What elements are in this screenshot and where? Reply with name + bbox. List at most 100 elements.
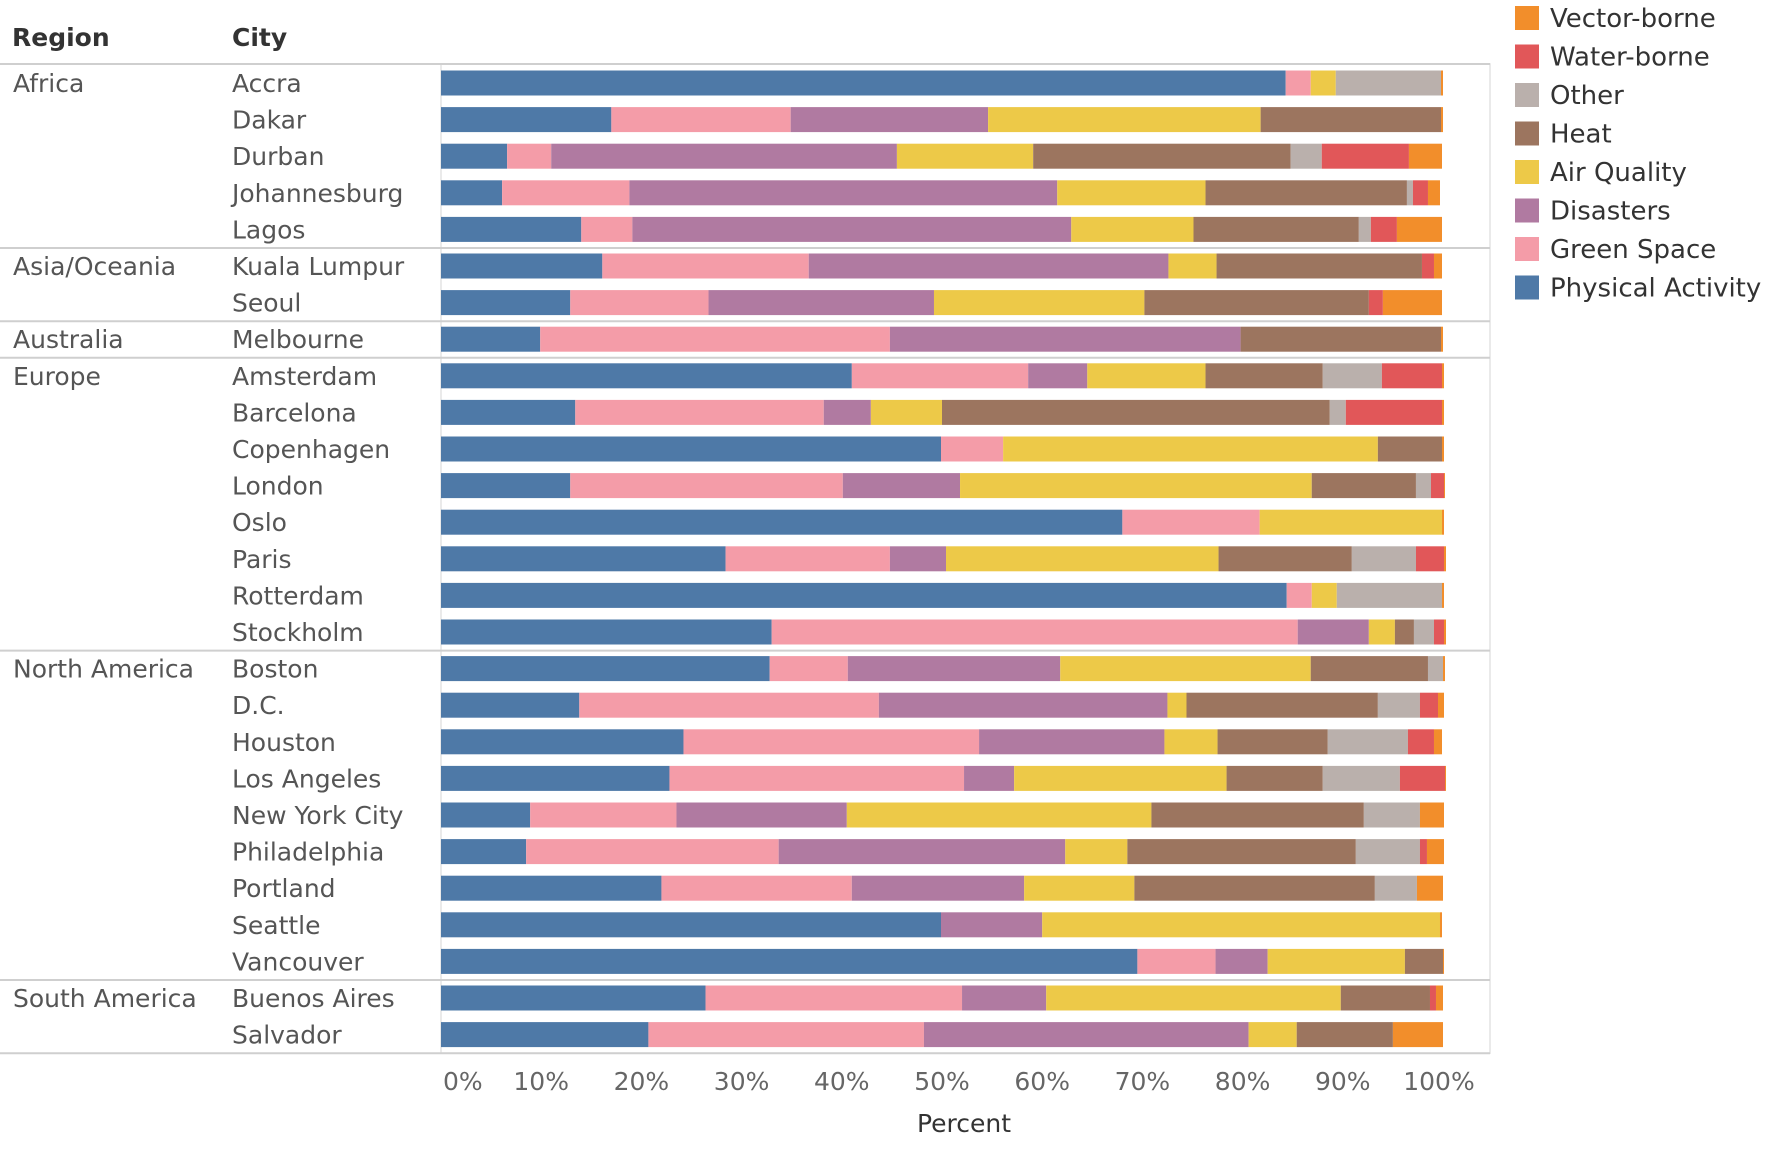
bar-segment [1321, 143, 1409, 169]
bar-segment [942, 399, 1330, 425]
bar-segment [1144, 290, 1369, 316]
bar-segment [579, 692, 879, 718]
region-label: Asia/Oceania [13, 252, 176, 281]
bar-segment [1127, 839, 1356, 865]
row-separators [0, 63, 1490, 1055]
city-label: Los Angeles [232, 764, 381, 793]
legend-swatch [1515, 6, 1539, 30]
bar-segment [778, 839, 1066, 865]
bar-segment [1381, 363, 1442, 389]
bar-segment [1382, 290, 1442, 316]
bar-segment [1134, 875, 1375, 901]
bar-segment [964, 765, 1015, 791]
bar-segment [1441, 70, 1443, 96]
bar-segment [1442, 363, 1444, 389]
bar-segment [441, 948, 1138, 974]
legend-label: Vector-borne [1550, 4, 1716, 34]
bar-segment [1413, 619, 1434, 645]
bar-segment [1327, 729, 1408, 755]
bar-segment [1416, 875, 1443, 901]
bar-segment [846, 802, 1152, 828]
bar-segment [526, 839, 779, 865]
legend-label: Other [1550, 81, 1624, 111]
legend: Vector-borne Water-borne Other Heat Air Qual… [1515, 4, 1761, 304]
bar-segment [441, 509, 1123, 535]
bar-segment [933, 290, 1145, 316]
bar-segment [1443, 948, 1444, 974]
x-tick-label: 30% [714, 1067, 770, 1096]
bar-segment [1442, 399, 1444, 425]
legend-label: Disasters [1550, 197, 1671, 227]
bar-segment [1311, 582, 1337, 608]
bar-segment [1442, 582, 1444, 608]
legend-label: Heat [1550, 120, 1612, 150]
bar-segment [1439, 912, 1442, 938]
bar-segment [1186, 692, 1378, 718]
bar-segment [1408, 143, 1442, 169]
legend-swatch [1515, 275, 1539, 300]
bar-segment [441, 436, 941, 462]
bar-segment [1167, 692, 1187, 718]
bar-segment [1443, 656, 1445, 682]
region-label: South America [13, 984, 197, 1013]
bar-segment [602, 253, 809, 279]
bar-segment [979, 729, 1165, 755]
city-label: Oslo [232, 508, 287, 537]
bar-segment [1028, 363, 1088, 389]
bar-segment [1065, 839, 1128, 865]
bar-segment [1377, 436, 1442, 462]
bar-segment [771, 619, 1298, 645]
city-label: Seattle [232, 911, 321, 940]
bar-segment [1445, 765, 1446, 791]
bar-segment [1205, 363, 1323, 389]
bar-segment [1259, 509, 1442, 535]
bar-segment [441, 326, 541, 352]
bar-segment [441, 985, 706, 1011]
bar-segment [1427, 656, 1443, 682]
city-label: Accra [232, 69, 302, 98]
bar-segment [661, 875, 852, 901]
legend-swatch [1515, 83, 1539, 107]
bar-segment [1285, 70, 1311, 96]
legend-swatch [1515, 160, 1539, 184]
bar-segment [1260, 107, 1441, 133]
bar-segment [1217, 729, 1328, 755]
bar-segment [1033, 143, 1291, 169]
x-axis-ticks: 0% 10% 20% 30% 40% 50% 60% 70% 80% 90% 100% [443, 1067, 1475, 1096]
bar-segment [1267, 948, 1405, 974]
city-label: Amsterdam [232, 362, 377, 391]
bar-segment [1419, 802, 1444, 828]
x-tick-label: 70% [1115, 1067, 1171, 1096]
bar-segment [769, 656, 848, 682]
city-label: Boston [232, 655, 318, 684]
bar-segment [941, 436, 1004, 462]
bar-segment [1014, 765, 1227, 791]
bar-segment [1394, 619, 1414, 645]
bar-segment [1368, 290, 1383, 316]
legend-label: Water-borne [1550, 43, 1710, 73]
bar-segment [441, 619, 772, 645]
bar-segment [1368, 619, 1395, 645]
bar-segment [441, 399, 576, 425]
region-label: Australia [13, 325, 124, 354]
bar-segment [570, 290, 709, 316]
bar-segment [923, 1022, 1249, 1048]
city-label: D.C. [232, 691, 285, 720]
city-label: Paris [232, 545, 292, 574]
bar-segment [1003, 436, 1378, 462]
bar-segment [1442, 436, 1444, 462]
bar-segment [1392, 1022, 1443, 1048]
bar-segment [648, 1022, 924, 1048]
bar-segment [1415, 473, 1431, 499]
bar-segment [1351, 546, 1416, 572]
bar-segment [1311, 473, 1416, 499]
bar-segment [1377, 692, 1420, 718]
bar-segment [611, 107, 791, 133]
bar-segment [441, 765, 670, 791]
bar-segment [570, 473, 843, 499]
bar-segment [1433, 619, 1444, 645]
bar-segment [1215, 948, 1268, 974]
bar-segment [1407, 729, 1434, 755]
bar-segment [441, 180, 503, 206]
